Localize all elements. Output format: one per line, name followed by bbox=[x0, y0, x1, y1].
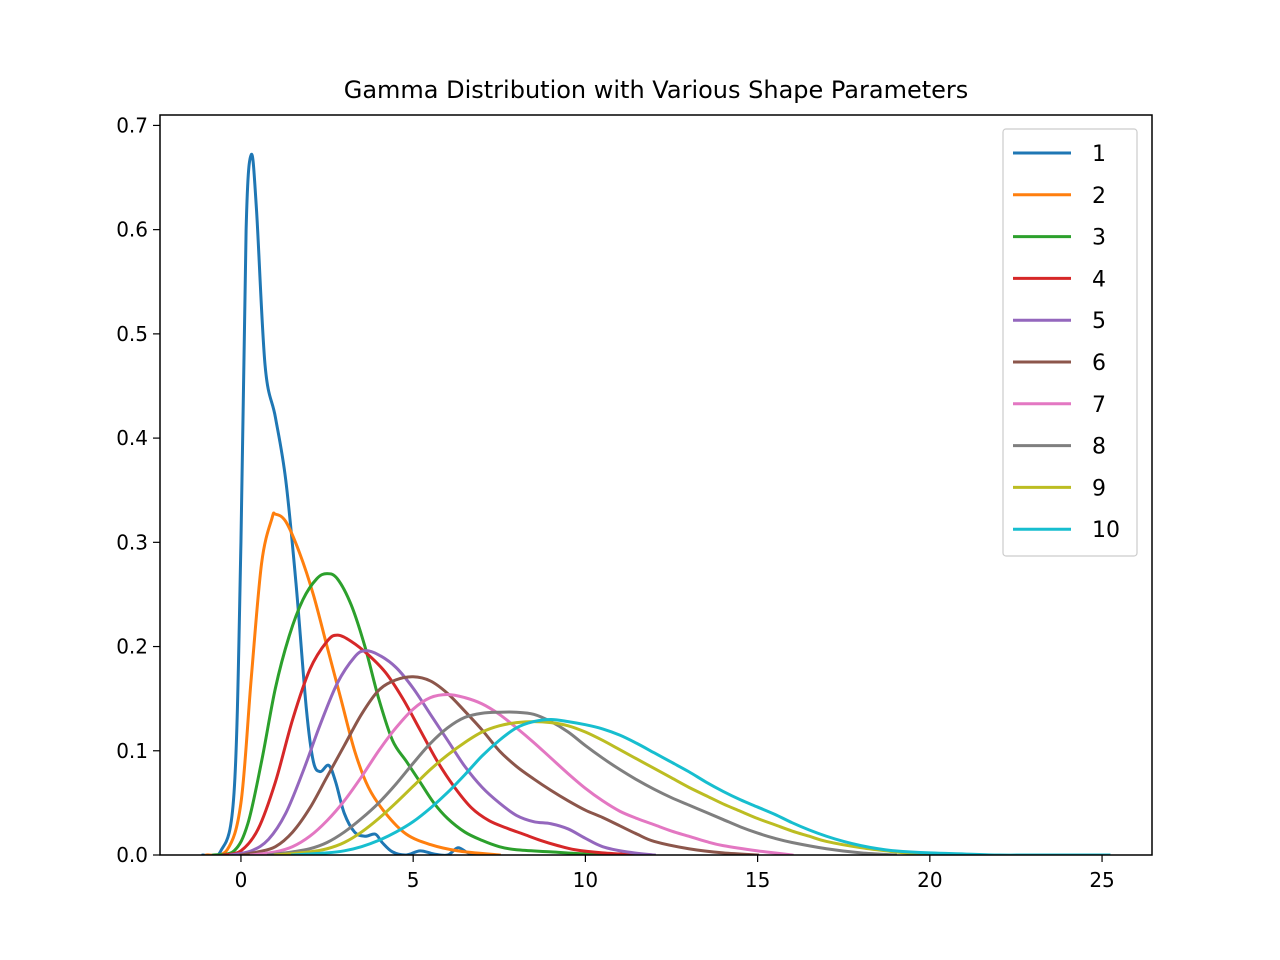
legend-label: 7 bbox=[1092, 393, 1106, 418]
legend-label: 4 bbox=[1092, 267, 1106, 292]
y-axis: 0.0 0.1 0.2 0.3 0.4 0.5 0.6 0.7 bbox=[116, 113, 160, 867]
series-line-3 bbox=[211, 572, 622, 855]
x-tick-label: 20 bbox=[917, 868, 942, 892]
legend-label: 1 bbox=[1092, 142, 1106, 167]
y-tick-label: 0.2 bbox=[116, 635, 148, 659]
legend-label: 8 bbox=[1092, 435, 1106, 460]
x-tick-label: 25 bbox=[1089, 868, 1114, 892]
y-tick-label: 0.6 bbox=[116, 218, 148, 242]
series-line-10 bbox=[291, 718, 1111, 855]
x-tick-label: 10 bbox=[573, 868, 598, 892]
series-line-2 bbox=[204, 511, 501, 855]
series-line-5 bbox=[228, 649, 656, 855]
y-tick-label: 0.7 bbox=[116, 113, 148, 137]
legend-label: 2 bbox=[1092, 184, 1106, 209]
legend-items: 1 2 3 4 5 6 7 8 9 10 bbox=[1013, 142, 1120, 543]
series-line-7 bbox=[249, 692, 794, 855]
x-tick-label: 15 bbox=[745, 868, 770, 892]
legend-label: 3 bbox=[1092, 226, 1106, 251]
x-axis: 0 5 10 15 20 25 bbox=[235, 855, 1115, 892]
legend-label: 5 bbox=[1092, 309, 1106, 334]
legend: 1 2 3 4 5 6 7 8 9 10 bbox=[1002, 128, 1138, 557]
x-tick-label: 5 bbox=[407, 868, 420, 892]
series-layer bbox=[201, 153, 1111, 855]
legend-label: 6 bbox=[1092, 351, 1106, 376]
series-line-1 bbox=[201, 153, 484, 855]
y-tick-label: 0.3 bbox=[116, 530, 148, 554]
y-tick-label: 0.5 bbox=[116, 322, 148, 346]
y-tick-label: 0.0 bbox=[116, 843, 148, 867]
plot-frame bbox=[159, 114, 1153, 856]
y-tick-label: 0.1 bbox=[116, 739, 148, 763]
y-tick-label: 0.4 bbox=[116, 426, 148, 450]
x-tick-label: 0 bbox=[235, 868, 248, 892]
series-line-8 bbox=[266, 710, 897, 855]
series-line-6 bbox=[239, 675, 760, 855]
legend-box bbox=[1002, 128, 1138, 557]
series-line-9 bbox=[273, 720, 932, 855]
chart-title: Gamma Distribution with Various Shape Pa… bbox=[344, 76, 969, 104]
plot-area: 0 5 10 15 20 25 0.00.10.20.30.40.50.60.7 bbox=[116, 113, 1153, 892]
legend-label: 9 bbox=[1092, 476, 1106, 501]
legend-label: 10 bbox=[1092, 518, 1120, 543]
